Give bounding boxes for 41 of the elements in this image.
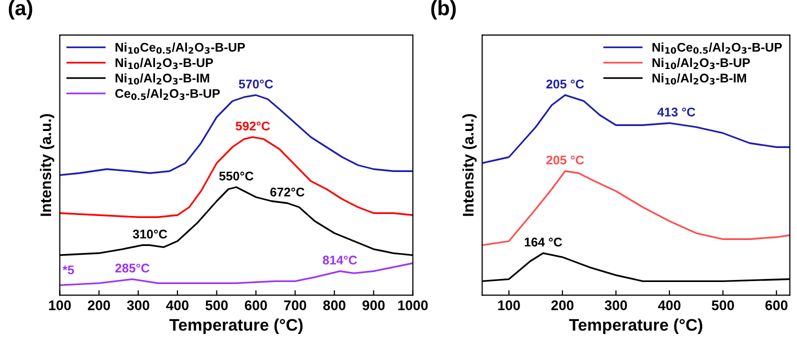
x-axis-title: Temperature (°C) bbox=[169, 318, 303, 334]
x-tick-label: 500 bbox=[206, 300, 228, 310]
legend-label: Ni$_{10}$/Al$_{2}$O$_{3}$-B-UP bbox=[116, 58, 213, 70]
annotation: 550°C bbox=[219, 172, 254, 180]
legend-label: Ni$_{10}$/Al$_{2}$O$_{3}$-B-IM bbox=[116, 73, 210, 85]
x-tick-label: 300 bbox=[126, 300, 150, 310]
x-tick-label: 800 bbox=[323, 300, 346, 310]
chart-title: (b) bbox=[431, 0, 456, 20]
x-tick-label: 200 bbox=[88, 300, 110, 310]
x-tick-label: 700 bbox=[284, 300, 306, 310]
x-tick-label: 200 bbox=[551, 300, 574, 310]
x-tick-label: 600 bbox=[244, 300, 267, 310]
annotation: *5 bbox=[62, 266, 74, 274]
x-tick-label: 500 bbox=[712, 300, 734, 310]
annotation: 285°C bbox=[115, 264, 150, 273]
annotation: 310°C bbox=[132, 230, 168, 239]
x-tick-label: 300 bbox=[604, 300, 627, 310]
y-axis-title: Intensity (a.u.) bbox=[462, 114, 477, 216]
annotation: 205 °C bbox=[546, 156, 584, 164]
text: Ni$_{10}$Ce$_{0.5}$/Al$_{2}$O$_{3}$-B-UP bbox=[116, 42, 245, 54]
annotation: 814°C bbox=[322, 256, 357, 265]
annotation: 205 °C bbox=[546, 80, 584, 88]
annotation: 592°C bbox=[236, 122, 270, 130]
legend-label: Ni$_{10}$/Al$_{2}$O$_{3}$-B-IM bbox=[652, 73, 746, 85]
annotation: 164 °C bbox=[524, 238, 562, 247]
text: Ni$_{10}$Ce$_{0.5}$/Al$_{2}$O$_{3}$-B-UP bbox=[652, 42, 782, 54]
y-axis-title: Intensity (a.u.) bbox=[40, 114, 54, 216]
chart-title: (a) bbox=[8, 0, 32, 20]
x-tick-label: 400 bbox=[166, 300, 188, 310]
legend-label: Ni$_{10}$/Al$_{2}$O$_{3}$-B-UP bbox=[652, 58, 750, 70]
x-tick-label: 400 bbox=[658, 300, 680, 310]
x-tick-label: 1000 bbox=[398, 300, 428, 310]
x-tick-label: 100 bbox=[498, 300, 520, 310]
annotation: 672°C bbox=[270, 188, 304, 196]
annotation: 570°C bbox=[238, 80, 274, 88]
x-tick-label: 600 bbox=[765, 300, 788, 310]
x-tick-label: 100 bbox=[49, 300, 71, 310]
x-tick-label: 900 bbox=[362, 300, 385, 310]
x-axis-title: Temperature (°C) bbox=[569, 318, 702, 334]
annotation: 413 °C bbox=[657, 108, 696, 116]
legend-label: Ce$_{0.5}$/Al$_{2}$O$_{3}$-B-UP bbox=[115, 88, 220, 100]
